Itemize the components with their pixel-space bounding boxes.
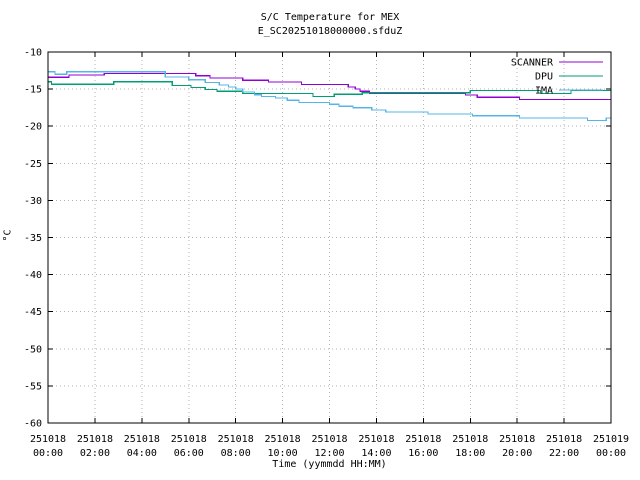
chart-subtitle: E_SC20251018000000.sfduZ — [257, 26, 403, 37]
x-tick-label-time: 08:00 — [221, 448, 251, 459]
y-tick-label: -10 — [24, 48, 42, 59]
axis-tick-marks — [47, 51, 612, 424]
x-tick-label-date: 251018 — [546, 434, 582, 445]
y-axis-label: °C — [2, 229, 14, 242]
x-tick-label-time: 16:00 — [408, 448, 438, 459]
y-tick-label: -40 — [24, 270, 42, 281]
legend-label-scanner: SCANNER — [511, 58, 554, 69]
x-tick-label-date: 251018 — [452, 434, 488, 445]
y-tick-label: -20 — [24, 122, 42, 133]
x-tick-label-date: 251018 — [265, 434, 301, 445]
series-line-ima — [48, 71, 611, 122]
x-tick-label-time: 14:00 — [361, 448, 391, 459]
x-tick-label-date: 251018 — [218, 434, 254, 445]
legend-label-ima: IMA — [535, 86, 553, 97]
x-tick-label-date: 251018 — [311, 434, 347, 445]
x-tick-label-time: 18:00 — [455, 448, 485, 459]
x-tick-label-time: 00:00 — [33, 448, 63, 459]
series-line-scanner — [48, 72, 611, 101]
x-axis-label: Time (yymmdd HH:MM) — [272, 459, 387, 470]
x-tick-label-date: 251018 — [30, 434, 66, 445]
y-tick-label: -25 — [24, 159, 42, 170]
x-tick-label-time: 00:00 — [596, 448, 626, 459]
x-tick-label-time: 22:00 — [549, 448, 579, 459]
x-tick-label-time: 02:00 — [80, 448, 110, 459]
y-tick-label: -55 — [24, 381, 42, 392]
y-tick-label: -30 — [24, 196, 42, 207]
y-tick-label: -35 — [24, 233, 42, 244]
grid-lines — [48, 52, 611, 423]
legend-label-dpu: DPU — [535, 72, 553, 83]
x-tick-label-date: 251019 — [593, 434, 629, 445]
y-tick-label: -60 — [24, 419, 42, 430]
x-tick-label-time: 10:00 — [268, 448, 298, 459]
x-tick-label-date: 251018 — [405, 434, 441, 445]
x-tick-label-time: 20:00 — [502, 448, 532, 459]
chart-title: S/C Temperature for MEX — [260, 12, 400, 23]
x-tick-label-time: 12:00 — [314, 448, 344, 459]
x-tick-label-date: 251018 — [171, 434, 207, 445]
x-tick-label-date: 251018 — [77, 434, 113, 445]
y-tick-label: -15 — [24, 85, 42, 96]
x-tick-label-time: 06:00 — [174, 448, 204, 459]
x-tick-label-date: 251018 — [499, 434, 535, 445]
y-tick-label: -45 — [24, 307, 42, 318]
y-tick-label: -50 — [24, 344, 42, 355]
x-tick-label-date: 251018 — [358, 434, 394, 445]
x-tick-label-date: 251018 — [124, 434, 160, 445]
x-tick-label-time: 04:00 — [127, 448, 157, 459]
